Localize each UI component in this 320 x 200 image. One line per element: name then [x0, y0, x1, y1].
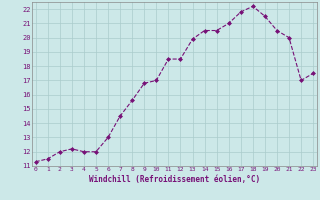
- X-axis label: Windchill (Refroidissement éolien,°C): Windchill (Refroidissement éolien,°C): [89, 175, 260, 184]
